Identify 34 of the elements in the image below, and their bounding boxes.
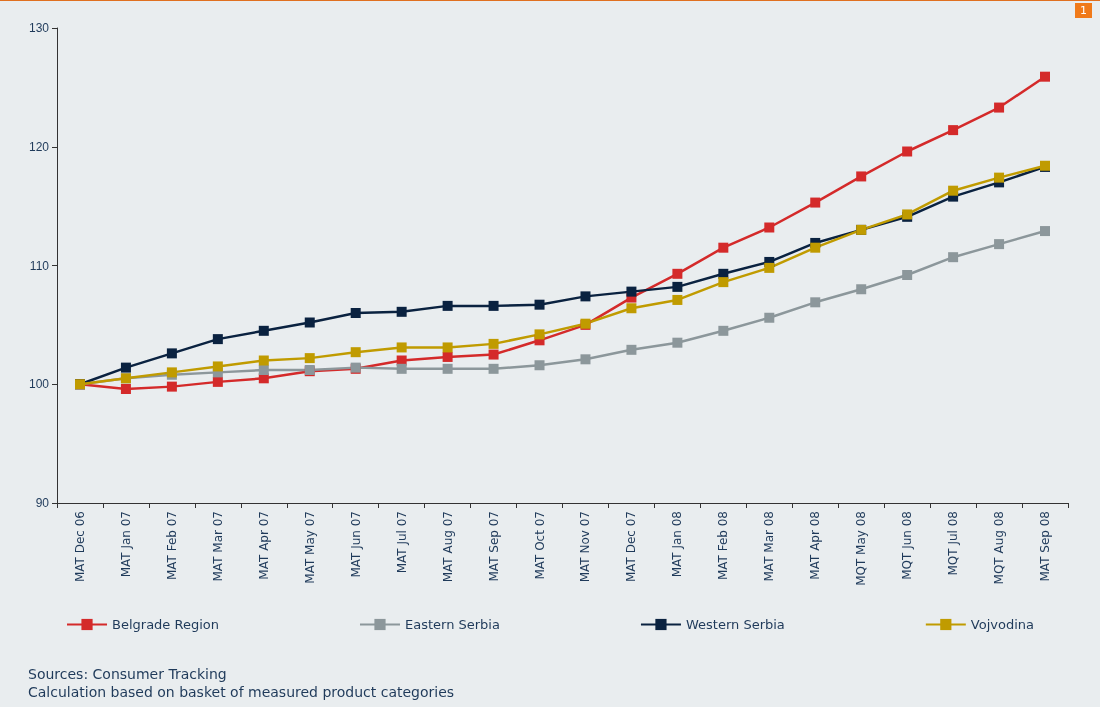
x-tick-label: MAT Jun 07 — [348, 511, 363, 578]
x-tick-label: MAT Nov 07 — [578, 511, 593, 583]
x-tick-label: MAT Oct 07 — [532, 511, 547, 580]
x-tick-label: MAT Jul 07 — [394, 511, 409, 574]
x-tick-label: MAT Dec 06 — [72, 511, 87, 583]
y-tick-label: 110 — [29, 258, 50, 273]
source-note: Sources: Consumer Tracking — [28, 665, 228, 683]
x-tick-label: MAT Dec 07 — [624, 511, 639, 583]
legend-label: Eastern Serbia — [404, 617, 500, 632]
legend-label: Western Serbia — [685, 617, 785, 632]
legend-label: Belgrade Region — [112, 617, 219, 632]
x-tick-label: MQT Jul 08 — [946, 511, 961, 576]
text: 1 — [1075, 3, 1092, 18]
x-tick-label: MAT Sep 07 — [486, 511, 501, 582]
y-tick-label: 90 — [35, 496, 50, 510]
legend-label: Vojvodina — [970, 617, 1034, 632]
x-tick-label: MQT May 08 — [854, 511, 869, 586]
x-tick-label: MAT Jan 08 — [670, 511, 685, 578]
x-tick-label: MAT Mar 08 — [762, 511, 777, 582]
x-tick-label: MAT Sep 08 — [1038, 511, 1053, 582]
text: Calculation based on basket of measured product categories — [28, 683, 455, 701]
x-tick-label: MAT Apr 08 — [808, 511, 823, 580]
y-tick-label: 120 — [28, 139, 50, 154]
x-tick-label: MQT Jun 08 — [900, 511, 915, 580]
y-tick-label: 130 — [28, 21, 50, 35]
x-tick-label: MAT May 07 — [302, 511, 317, 584]
x-tick-label: MAT Feb 08 — [716, 511, 731, 581]
x-tick-label: MAT Feb 07 — [164, 511, 179, 581]
x-tick-label: MAT Jan 07 — [118, 511, 133, 578]
x-tick-label: MAT Aug 07 — [440, 511, 455, 583]
x-tick-label: MAT Apr 07 — [256, 511, 271, 580]
x-tick-label: MAT Mar 07 — [210, 511, 225, 582]
x-tick-label: MQT Aug 08 — [992, 511, 1007, 585]
y-tick-label: 100 — [28, 377, 50, 392]
